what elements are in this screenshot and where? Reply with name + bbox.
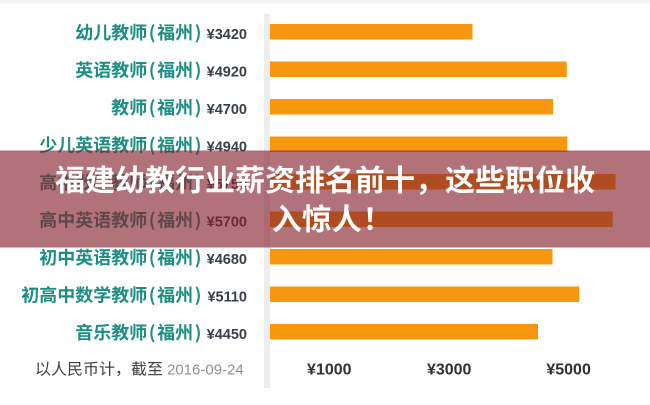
svg-text:¥5110: ¥5110 [207,290,247,306]
svg-text:¥4920: ¥4920 [207,65,247,81]
svg-text:¥1000: ¥1000 [307,362,352,379]
svg-text:¥3000: ¥3000 [427,362,472,379]
svg-text:¥5000: ¥5000 [546,362,591,379]
svg-text:2016-09-24: 2016-09-24 [167,362,244,379]
svg-text:¥4450: ¥4450 [207,327,247,343]
svg-text:¥4700: ¥4700 [207,102,247,118]
svg-text:¥3420: ¥3420 [207,27,247,43]
svg-text:¥4680: ¥4680 [207,252,247,268]
